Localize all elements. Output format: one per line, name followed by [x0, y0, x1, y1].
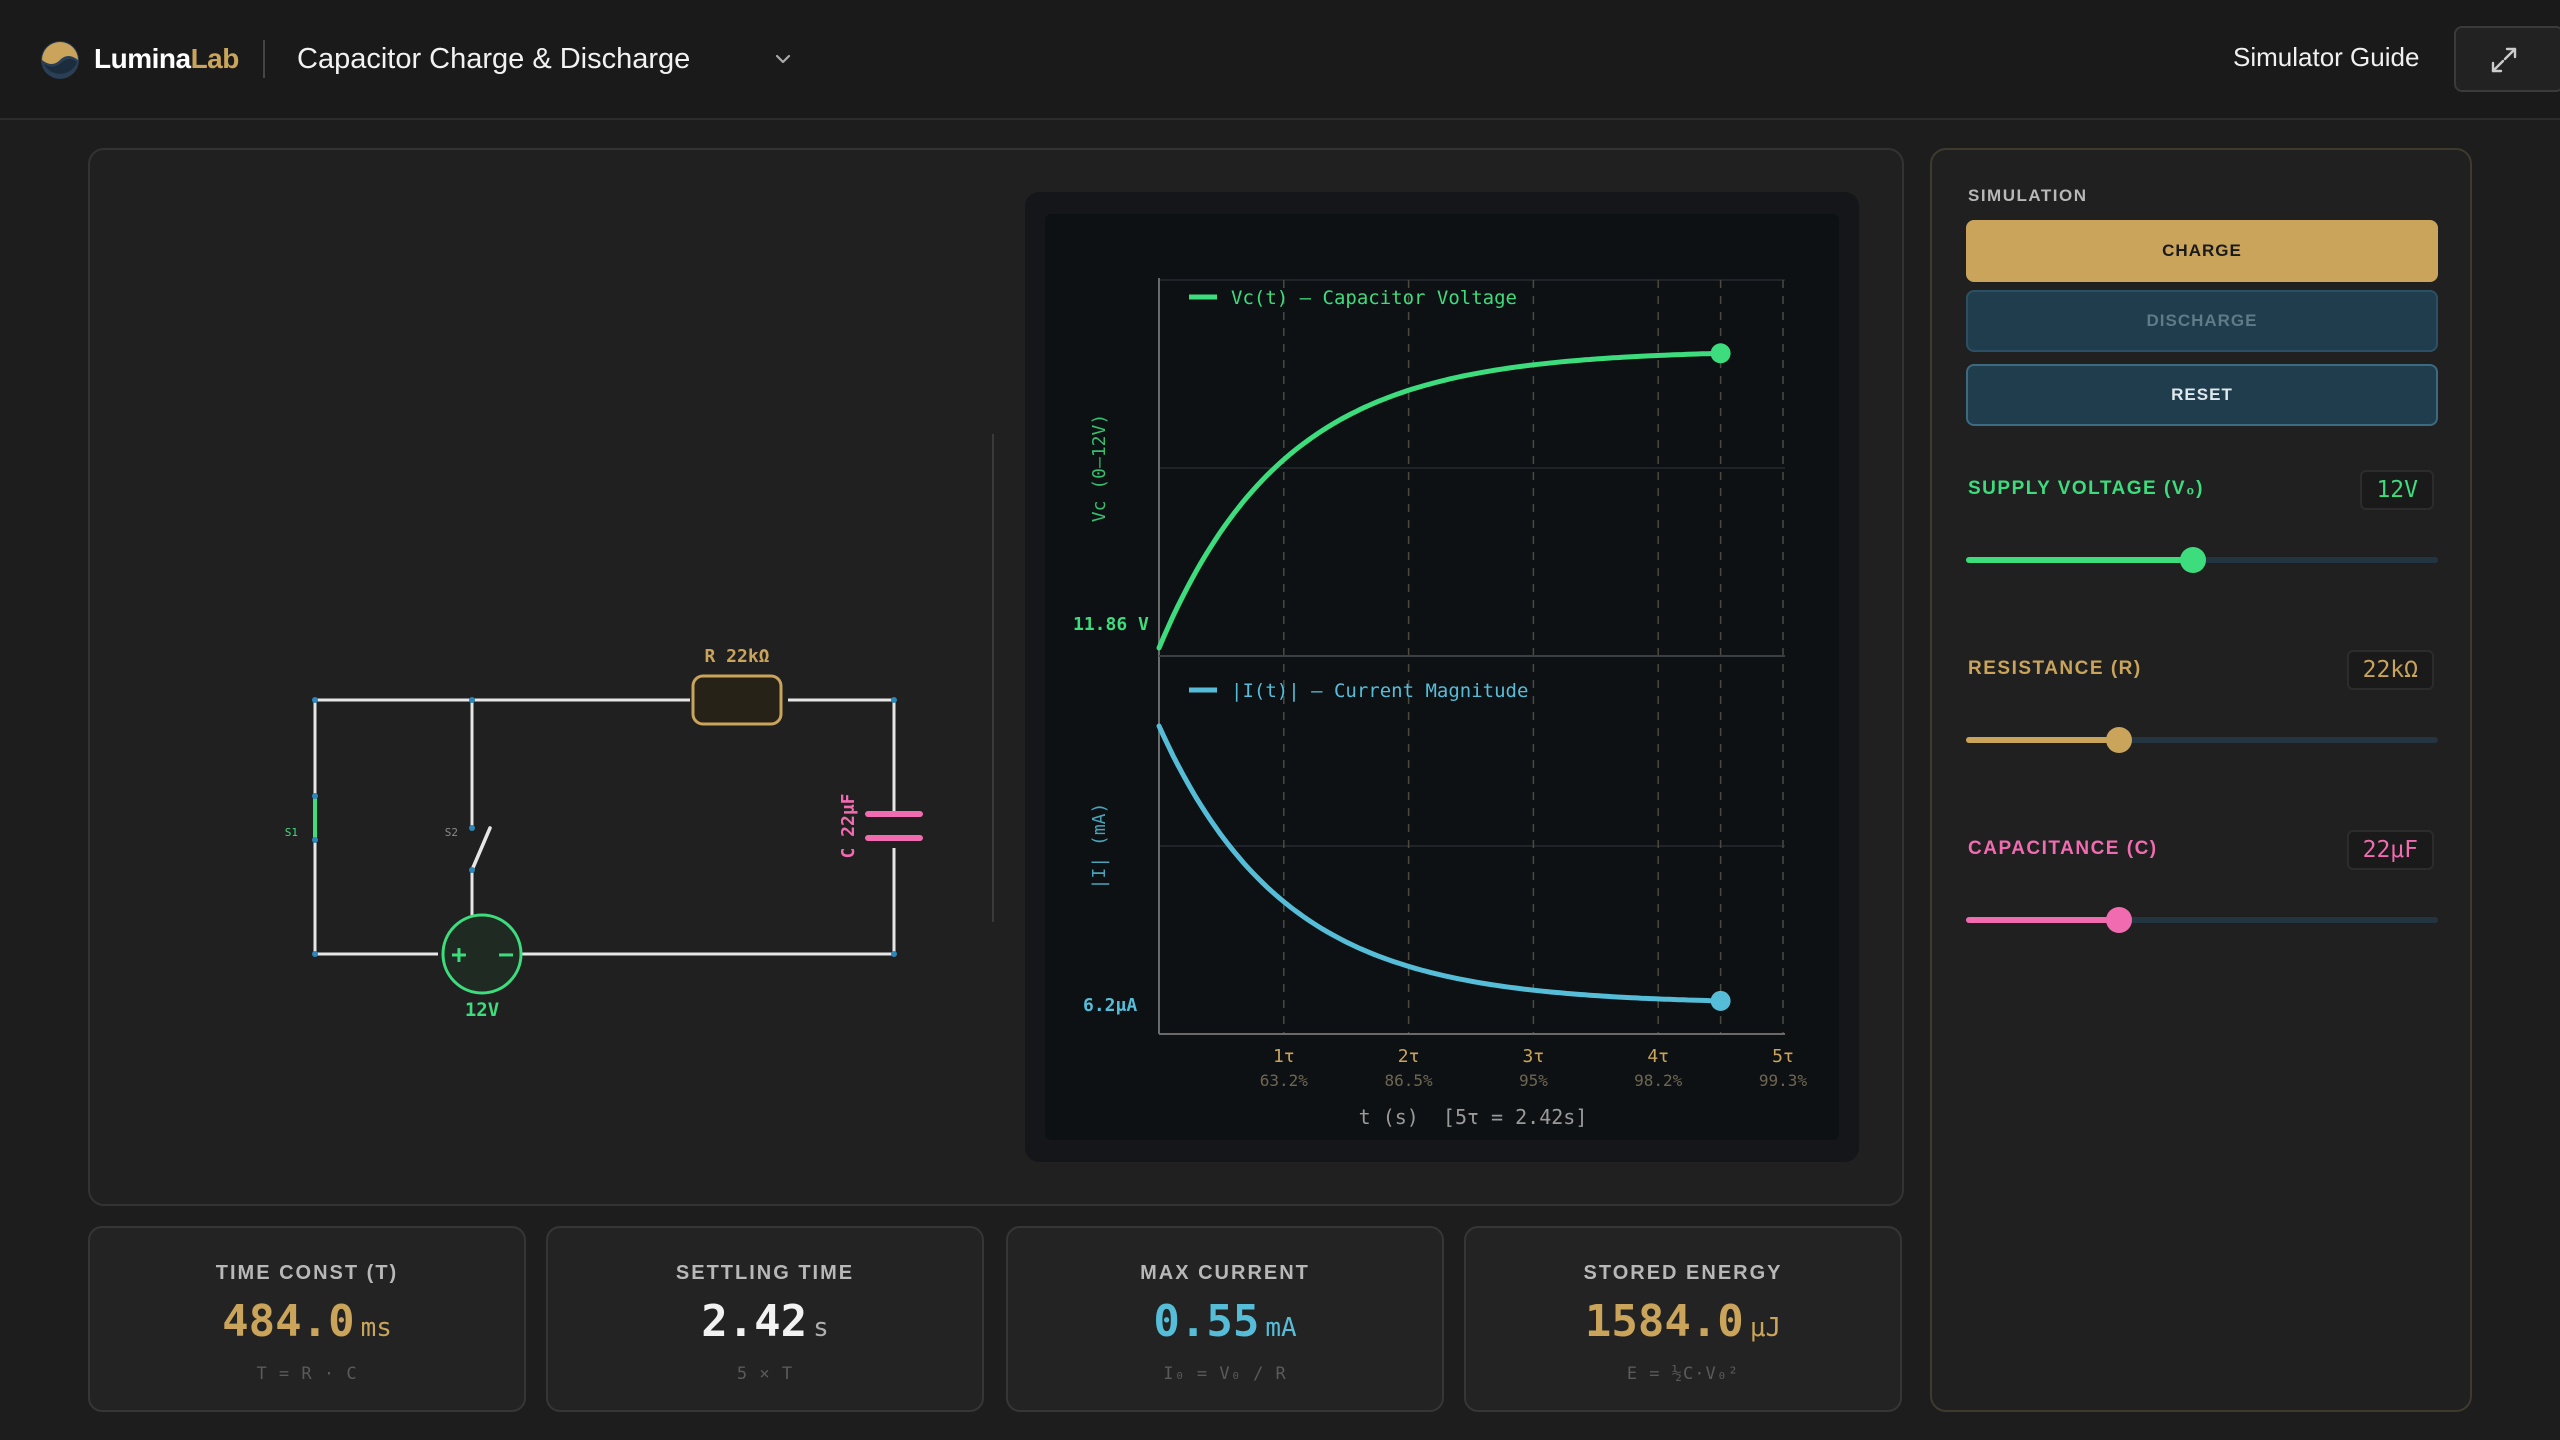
stat-label: MAX CURRENT [1140, 1262, 1310, 1284]
capacitance-value: 22μF [2346, 830, 2434, 870]
tau-percent-label: 86.5% [1385, 1071, 1434, 1090]
voltage-source[interactable] [441, 913, 523, 995]
stat-label: STORED ENERGY [1583, 1262, 1783, 1284]
voltage-curve [1156, 350, 1724, 651]
voltage-axis-label: Vc (0–12V) [1089, 414, 1110, 522]
switch-s2[interactable] [470, 826, 492, 872]
tau-percent-label: 95% [1519, 1071, 1548, 1090]
stat-number: 0.55 [1153, 1296, 1260, 1347]
tau-tick-label: 5τ [1772, 1046, 1794, 1067]
supply-voltage-value: 12V [2360, 470, 2434, 510]
voltage-marker [1710, 343, 1731, 364]
capacitor-label: C 22μF [838, 793, 859, 858]
switch-s1-label: S1 [285, 826, 298, 839]
simulation-panel: S1 S2 R 22kΩ C 22μF + − 12V [88, 148, 1904, 1206]
current-curve [1156, 723, 1724, 1004]
stat-unit: ms [360, 1313, 392, 1343]
time-axis-label: t (s) [5τ = 2.42s] [1359, 1105, 1588, 1129]
current-marker [1710, 990, 1731, 1011]
switch-s2-label: S2 [445, 826, 458, 839]
brand-name-part2: Lab [190, 43, 240, 74]
stat-number: 1584.0 [1584, 1296, 1744, 1347]
stat-unit: μJ [1749, 1313, 1782, 1343]
tau-tick-label: 1τ [1273, 1046, 1295, 1067]
stat-value: 484.0 ms [90, 1296, 524, 1347]
panel-divider [992, 434, 994, 922]
slider-thumb[interactable] [2106, 907, 2133, 933]
tau-percent-label: 99.3% [1759, 1071, 1808, 1090]
header-divider [263, 40, 265, 78]
simulation-section-label: SIMULATION [1968, 186, 2088, 205]
stat-formula: 5 × T [736, 1364, 794, 1384]
stat-formula: T = R · C [256, 1364, 358, 1384]
stat-card-max-current: MAX CURRENT 0.55 mA I₀ = V₀ / R [1006, 1226, 1444, 1412]
source-plus-sign: + [451, 940, 467, 970]
capacitor[interactable] [865, 811, 923, 841]
stat-label: SETTLING TIME [675, 1262, 855, 1284]
lumina-logo-icon [41, 41, 79, 79]
resistor-label: R 22kΩ [704, 646, 769, 667]
brand-name-part1: Lumina [94, 43, 191, 74]
slider-fill [1966, 557, 2193, 563]
tau-percent-label: 63.2% [1260, 1071, 1309, 1090]
slider-fill [1966, 917, 2120, 923]
time-axis-ticks: 1τ 63.2% 2τ 86.5% 3τ 95% 4τ 98.2% 5τ 99.3% [1260, 1046, 1808, 1090]
stat-value: 1584.0 μJ [1466, 1296, 1900, 1347]
current-legend: |I(t)| — Current Magnitude [1231, 680, 1528, 702]
fullscreen-button[interactable] [2454, 26, 2560, 92]
slider-fill [1966, 737, 2120, 743]
current-axis-label: |I| (mA) [1089, 803, 1110, 890]
reset-button[interactable]: RESET [1966, 364, 2438, 426]
voltage-legend: Vc(t) — Capacitor Voltage [1231, 287, 1517, 309]
source-minus-sign: − [498, 940, 514, 970]
resistance-slider[interactable] [1966, 727, 2438, 753]
controls-panel: SIMULATION CHARGE DISCHARGE RESET SUPPLY… [1930, 148, 2472, 1412]
capacitance-slider[interactable] [1966, 907, 2438, 933]
stat-card-stored-energy: STORED ENERGY 1584.0 μJ E = ½C·V₀² [1464, 1226, 1902, 1412]
chevron-down-icon[interactable] [770, 48, 796, 70]
discharge-button[interactable]: DISCHARGE [1966, 290, 2438, 352]
supply-voltage-slider[interactable] [1966, 547, 2438, 573]
stat-value: 0.55 mA [1008, 1296, 1442, 1347]
current-readout: 6.2μA [1083, 995, 1137, 1016]
resistor[interactable] [691, 674, 783, 726]
tau-tick-label: 4τ [1647, 1046, 1669, 1067]
tau-percent-label: 98.2% [1634, 1071, 1683, 1090]
stat-number: 2.42 [701, 1296, 808, 1347]
stat-value: 2.42 s [548, 1296, 982, 1347]
capacitance-label: CAPACITANCE (C) [1968, 838, 2158, 859]
stat-unit: s [813, 1313, 829, 1343]
simulation-title[interactable]: Capacitor Charge & Discharge [297, 43, 691, 75]
charge-button[interactable]: CHARGE [1966, 220, 2438, 282]
simulator-guide-link[interactable]: Simulator Guide [2233, 42, 2420, 72]
tau-tick-label: 3τ [1523, 1046, 1545, 1067]
stat-card-time-constant: TIME CONST (T) 484.0 ms T = R · C [88, 1226, 526, 1412]
voltage-readout: 11.86 V [1073, 614, 1149, 635]
stat-number: 484.0 [222, 1296, 355, 1347]
supply-voltage-label: SUPPLY VOLTAGE (V₀) [1968, 478, 2204, 499]
stat-formula: I₀ = V₀ / R [1163, 1364, 1287, 1384]
app-header: LuminaLab Capacitor Charge & Discharge S… [0, 0, 2560, 120]
slider-thumb[interactable] [2179, 547, 2206, 573]
stat-label: TIME CONST (T) [215, 1262, 399, 1284]
source-voltage-label: 12V [465, 999, 499, 1021]
resistance-value: 22kΩ [2346, 650, 2434, 690]
stat-card-settling-time: SETTLING TIME 2.42 s 5 × T [546, 1226, 984, 1412]
expand-icon [2491, 47, 2517, 73]
stat-formula: E = ½C·V₀² [1626, 1364, 1740, 1384]
circuit-diagram: S1 S2 R 22kΩ C 22μF + − 12V [285, 646, 923, 1021]
slider-thumb[interactable] [2106, 727, 2133, 753]
brand-logo[interactable]: LuminaLab [94, 43, 239, 75]
oscilloscope-graph: Vc(t) — Capacitor Voltage |I(t)| — Curre… [1025, 192, 1859, 1162]
tau-tick-label: 2τ [1398, 1046, 1420, 1067]
resistance-label: RESISTANCE (R) [1968, 658, 2142, 679]
stat-unit: mA [1265, 1313, 1297, 1343]
